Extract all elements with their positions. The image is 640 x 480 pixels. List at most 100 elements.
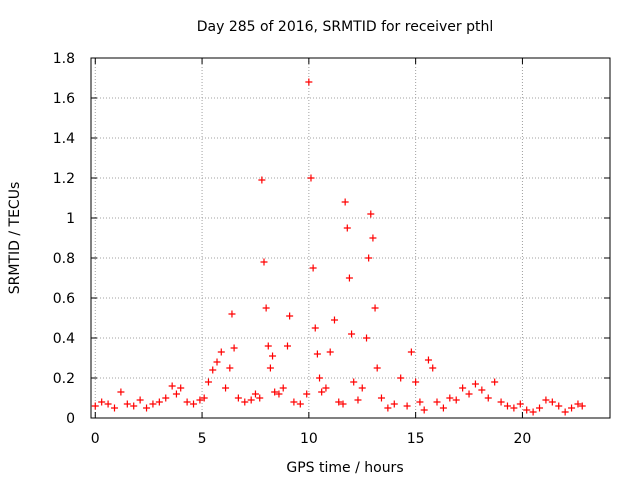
data-point [407, 348, 415, 356]
data-point [339, 400, 347, 408]
x-tick-label: 5 [198, 431, 207, 447]
y-tick-label: 1.4 [53, 131, 75, 147]
y-tick-label: 1 [66, 211, 75, 227]
data-point [403, 402, 411, 410]
data-point [117, 388, 125, 396]
data-point [311, 324, 319, 332]
data-point [516, 400, 524, 408]
data-point [130, 402, 138, 410]
data-point [177, 384, 185, 392]
data-point [123, 400, 131, 408]
data-point [326, 348, 334, 356]
data-point [162, 394, 170, 402]
data-point [363, 334, 371, 342]
data-point [478, 386, 486, 394]
axis-ticks [91, 57, 610, 419]
x-tick-label: 10 [300, 431, 318, 447]
data-point [110, 404, 118, 412]
y-tick-label: 0.6 [53, 291, 75, 307]
data-point [303, 390, 311, 398]
data-point [465, 390, 473, 398]
data-point [373, 364, 381, 372]
data-point [439, 404, 447, 412]
x-tick-label: 20 [514, 431, 532, 447]
y-tick-label: 1.8 [53, 51, 75, 67]
data-point [217, 348, 225, 356]
data-point [420, 406, 428, 414]
data-point [358, 384, 366, 392]
data-point [309, 264, 317, 272]
data-point [510, 404, 518, 412]
data-point [536, 404, 544, 412]
data-point [367, 210, 375, 218]
data-point [369, 234, 377, 242]
data-point [313, 350, 321, 358]
data-point [209, 366, 217, 374]
y-tick-label: 1.2 [53, 171, 75, 187]
data-point [251, 390, 259, 398]
data-point [548, 398, 556, 406]
data-point [172, 390, 180, 398]
data-point [446, 394, 454, 402]
data-point [228, 310, 236, 318]
data-point [397, 374, 405, 382]
y-tick-label: 0 [66, 411, 75, 427]
data-point [354, 396, 362, 404]
data-point [226, 364, 234, 372]
y-tick-label: 0.2 [53, 371, 75, 387]
data-point [234, 394, 242, 402]
data-point [322, 384, 330, 392]
data-point [568, 404, 576, 412]
data-point [452, 396, 460, 404]
data-point [260, 258, 268, 266]
data-point [286, 312, 294, 320]
data-point [578, 402, 586, 410]
data-point [503, 402, 511, 410]
data-point [345, 274, 353, 282]
data-point [523, 406, 531, 414]
data-point [529, 408, 537, 416]
data-point [424, 356, 432, 364]
data-point [98, 398, 106, 406]
data-point [136, 396, 144, 404]
data-point [279, 384, 287, 392]
data-point [365, 254, 373, 262]
data-point [91, 402, 99, 410]
data-point [271, 388, 279, 396]
data-point [412, 378, 420, 386]
chart-title: Day 285 of 2016, SRMTID for receiver pth… [197, 19, 494, 35]
data-point [283, 342, 291, 350]
y-tick-label: 1.6 [53, 91, 75, 107]
data-point [168, 382, 176, 390]
data-point [318, 388, 326, 396]
data-point [350, 378, 358, 386]
data-point [290, 398, 298, 406]
data-point [484, 394, 492, 402]
data-point [371, 304, 379, 312]
data-point [269, 352, 277, 360]
x-tick-labels: 0 5 10 15 20 [91, 431, 532, 447]
data-point [416, 398, 424, 406]
data-point [377, 394, 385, 402]
data-point [555, 402, 563, 410]
data-point [196, 396, 204, 404]
data-point [264, 342, 272, 350]
data-point [348, 330, 356, 338]
data-points [91, 78, 586, 416]
y-tick-labels: 0 0.2 0.4 0.6 0.8 1 1.2 1.4 1.6 1.8 [53, 51, 75, 427]
plot-frame [90, 57, 611, 419]
data-point [471, 380, 479, 388]
x-tick-label: 15 [407, 431, 425, 447]
data-point [330, 316, 338, 324]
data-point [305, 78, 313, 86]
data-point [266, 364, 274, 372]
data-point [429, 364, 437, 372]
data-point [247, 396, 255, 404]
data-point [275, 390, 283, 398]
data-point [497, 398, 505, 406]
data-point [433, 398, 441, 406]
data-point [384, 404, 392, 412]
data-point [258, 176, 266, 184]
data-point [390, 400, 398, 408]
